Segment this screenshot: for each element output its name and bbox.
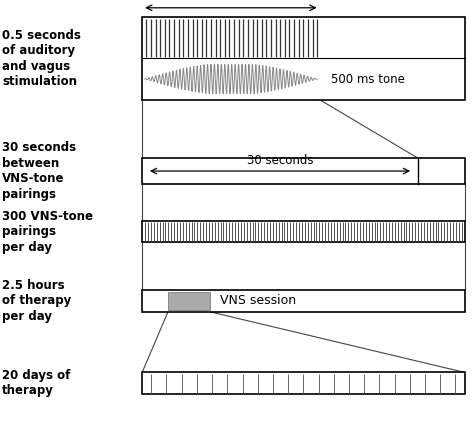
Text: 2.5 hours
of therapy
per day: 2.5 hours of therapy per day	[2, 279, 72, 323]
Text: 30 seconds
between
VNS-tone
pairings: 30 seconds between VNS-tone pairings	[2, 141, 76, 201]
Text: 0.5 seconds
of auditory
and vagus
stimulation: 0.5 seconds of auditory and vagus stimul…	[2, 29, 81, 88]
Text: 300 VNS-tone
pairings
per day: 300 VNS-tone pairings per day	[2, 210, 93, 254]
Bar	[142, 17, 465, 100]
Bar	[142, 158, 465, 184]
Text: 500 ms: 500 ms	[209, 0, 253, 3]
Bar	[142, 372, 465, 394]
Bar	[142, 221, 465, 242]
Text: VNS session: VNS session	[220, 294, 296, 307]
Text: 20 days of
therapy: 20 days of therapy	[2, 369, 71, 397]
Bar	[142, 290, 465, 312]
Text: 30 seconds: 30 seconds	[247, 154, 313, 167]
Text: 500 ms tone: 500 ms tone	[331, 72, 405, 86]
Bar	[168, 292, 210, 310]
